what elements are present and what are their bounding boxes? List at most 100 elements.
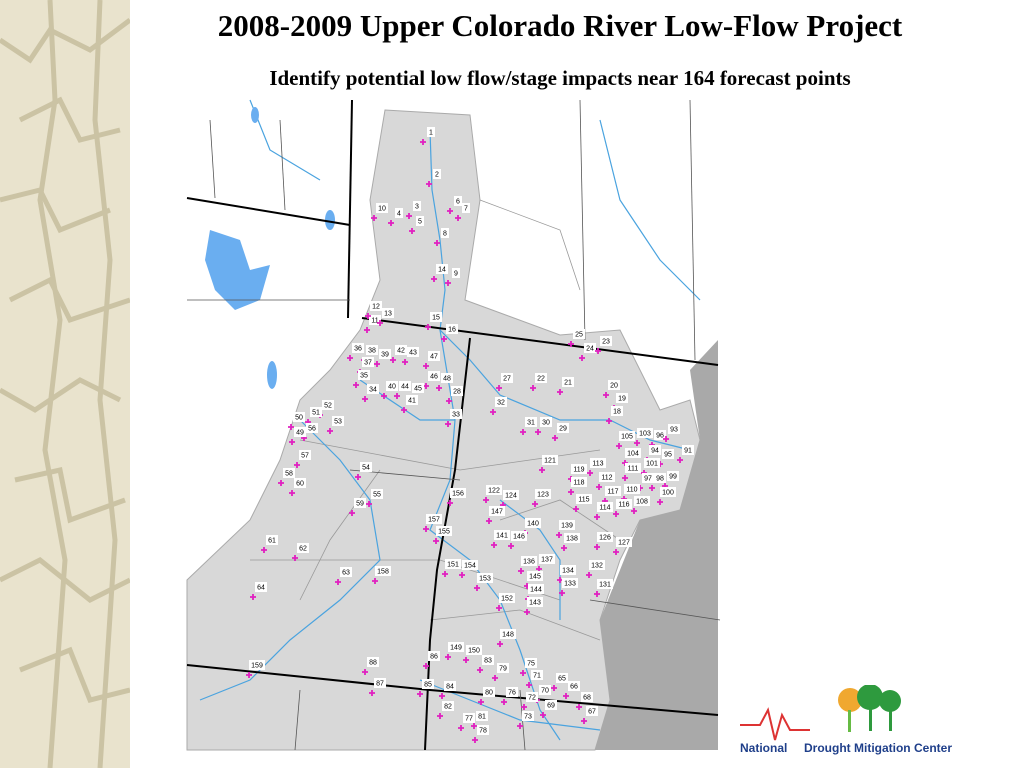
- point-label-box: [527, 597, 543, 607]
- point-label-box: [521, 556, 537, 566]
- point-label-box: [249, 660, 265, 670]
- point-label: 100: [662, 490, 674, 497]
- point-label: 84: [446, 684, 454, 691]
- point-label: 57: [301, 453, 309, 460]
- forecast-point: [540, 712, 546, 718]
- point-label-box: [667, 471, 679, 481]
- forecast-point: [557, 389, 563, 395]
- point-label-box: [436, 526, 452, 536]
- point-label: 95: [664, 452, 672, 459]
- point-label-box: [597, 502, 613, 512]
- point-label: 1: [429, 130, 433, 137]
- forecast-point: [594, 544, 600, 550]
- forecast-point: [559, 590, 565, 596]
- forecast-point: [634, 440, 640, 446]
- forecast-point: [576, 704, 582, 710]
- forecast-point: [288, 424, 294, 430]
- point-label-box: [445, 559, 461, 569]
- point-label-box: [660, 487, 676, 497]
- point-label: 60: [296, 481, 304, 488]
- point-label: 117: [607, 489, 618, 496]
- forecast-point: [616, 443, 622, 449]
- forecast-point: [353, 382, 359, 388]
- logo-text: National: [740, 741, 787, 755]
- point-label: 157: [428, 517, 440, 524]
- point-label-box: [605, 486, 621, 496]
- point-label: 15: [432, 315, 440, 322]
- point-label-box: [545, 700, 557, 710]
- point-label: 73: [524, 714, 532, 721]
- forecast-point: [581, 718, 587, 724]
- point-label: 41: [408, 398, 416, 405]
- forecast-point: [246, 672, 252, 678]
- point-label-box: [642, 473, 654, 483]
- point-label: 131: [599, 582, 611, 589]
- point-label: 64: [257, 585, 265, 592]
- forecast-point: [417, 691, 423, 697]
- point-label: 8: [443, 231, 447, 238]
- point-label: 99: [669, 474, 677, 481]
- forecast-point: [474, 585, 480, 591]
- forecast-point: [402, 359, 408, 365]
- forecast-point: [445, 280, 451, 286]
- point-label: 22: [537, 376, 545, 383]
- point-label: 2: [435, 172, 439, 179]
- point-label: 16: [448, 327, 456, 334]
- point-label-box: [535, 373, 547, 383]
- point-label-box: [454, 196, 462, 206]
- point-label: 10: [378, 206, 386, 213]
- forecast-point: [483, 497, 489, 503]
- point-label: 144: [530, 587, 542, 594]
- point-label: 4: [397, 211, 401, 218]
- point-label: 156: [452, 491, 464, 498]
- forecast-point: [423, 526, 429, 532]
- point-label-box: [294, 478, 306, 488]
- point-label: 23: [602, 339, 610, 346]
- point-label: 65: [558, 676, 566, 683]
- point-label: 37: [364, 360, 372, 367]
- point-label: 118: [573, 480, 584, 487]
- point-label-box: [654, 430, 666, 440]
- point-label-box: [489, 506, 505, 516]
- point-label: 67: [588, 709, 596, 716]
- point-label-box: [576, 494, 592, 504]
- point-label: 140: [527, 521, 539, 528]
- point-label-box: [590, 458, 606, 468]
- forecast-point: [568, 489, 574, 495]
- point-label: 54: [362, 465, 370, 472]
- point-label: 119: [573, 467, 584, 474]
- point-label: 151: [447, 562, 459, 569]
- point-label-box: [382, 308, 394, 318]
- point-label: 30: [542, 420, 550, 427]
- point-label-box: [466, 645, 482, 655]
- point-label-box: [375, 566, 391, 576]
- forecast-point: [250, 594, 256, 600]
- forecast-point: [374, 361, 380, 367]
- forecast-point: [362, 396, 368, 402]
- point-label: 51: [312, 410, 320, 417]
- point-label: 77: [465, 716, 473, 723]
- point-label: 97: [644, 476, 652, 483]
- point-label-box: [589, 560, 605, 570]
- point-label-box: [354, 498, 366, 508]
- basin: [186, 109, 701, 751]
- point-label-box: [528, 584, 544, 594]
- point-label-box: [616, 499, 632, 509]
- point-label-box: [340, 567, 352, 577]
- point-label-box: [362, 357, 374, 367]
- point-label-box: [649, 445, 661, 455]
- forecast-point: [426, 181, 432, 187]
- point-label: 34: [369, 387, 377, 394]
- point-label: 78: [479, 728, 487, 735]
- forecast-point: [406, 213, 412, 219]
- point-label: 5: [418, 219, 422, 226]
- forecast-point: [508, 543, 514, 549]
- forecast-point: [496, 605, 502, 611]
- point-label-box: [374, 678, 386, 688]
- point-label: 94: [651, 448, 659, 455]
- point-label: 124: [505, 493, 517, 500]
- point-label: 82: [444, 704, 452, 711]
- forecast-point: [492, 675, 498, 681]
- point-label-box: [293, 412, 305, 422]
